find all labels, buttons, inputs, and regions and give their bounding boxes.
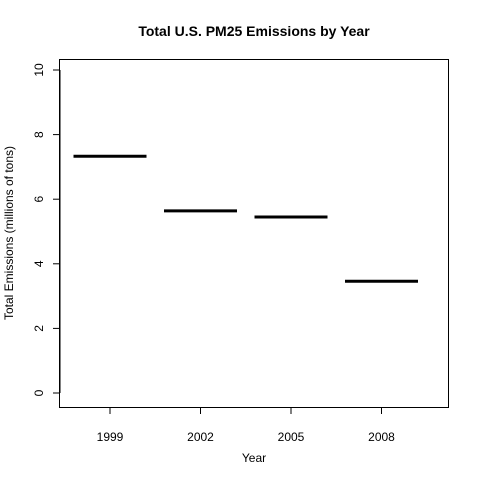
y-tick-label: 4 bbox=[32, 260, 46, 267]
y-axis: 0 2 4 6 8 10 bbox=[32, 63, 61, 396]
x-tick-label: 1999 bbox=[97, 430, 124, 444]
chart-title: Total U.S. PM25 Emissions by Year bbox=[138, 23, 370, 39]
x-tick-label: 2008 bbox=[368, 430, 395, 444]
x-axis-label: Year bbox=[242, 451, 266, 465]
y-axis-label: Total Emissions (millions of tons) bbox=[2, 146, 16, 320]
y-tick-label: 0 bbox=[32, 389, 46, 396]
y-tick-label: 6 bbox=[32, 196, 46, 203]
x-axis: 1999 2002 2005 2008 bbox=[97, 407, 395, 444]
y-tick-label: 10 bbox=[32, 63, 46, 77]
x-tick-label: 2005 bbox=[278, 430, 305, 444]
y-tick-label: 2 bbox=[32, 325, 46, 332]
bar-series bbox=[73, 154, 418, 283]
y-tick-label: 8 bbox=[32, 131, 46, 138]
x-tick-label: 2002 bbox=[187, 430, 214, 444]
